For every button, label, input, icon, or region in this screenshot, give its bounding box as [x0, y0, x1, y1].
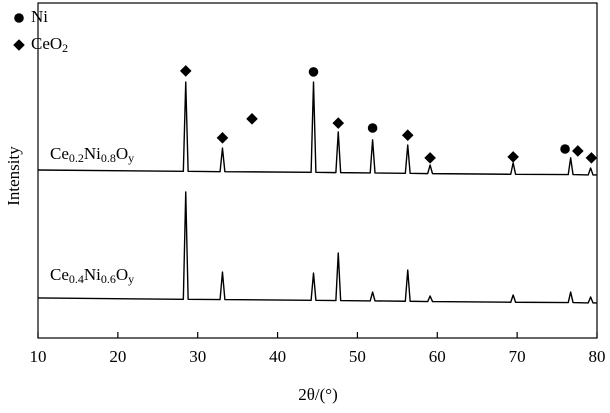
legend-symbol	[13, 39, 25, 51]
series-label-part: 0.4	[69, 272, 84, 286]
series-label-part: O	[116, 144, 128, 163]
phase-marker	[216, 132, 229, 144]
series-label-part: 0.2	[69, 151, 84, 165]
xrd-pattern	[37, 191, 597, 304]
series-label-part: O	[116, 265, 128, 284]
series-label-part: Ni	[84, 265, 101, 284]
legend-symbol	[14, 13, 24, 23]
phase-marker	[572, 145, 584, 157]
legend-label-part: CeO	[31, 34, 62, 53]
phase-marker	[246, 113, 258, 125]
series-label: Ce0.2Ni0.8Oy	[50, 144, 134, 165]
phase-marker	[560, 144, 570, 154]
x-tick-label: 40	[269, 347, 286, 366]
y-axis-label: Intensity	[4, 146, 23, 206]
x-tick-label: 60	[429, 347, 446, 366]
phase-marker	[401, 129, 414, 142]
x-tick-label: 50	[349, 347, 366, 366]
series-label-part: Ce	[50, 144, 69, 163]
phase-marker	[424, 152, 436, 164]
legend-label: Ni	[31, 7, 48, 26]
phase-marker	[332, 117, 345, 129]
x-tick-label: 30	[189, 347, 206, 366]
legend-label-part: 2	[62, 41, 68, 55]
phase-marker	[367, 123, 378, 133]
x-tick-label: 10	[30, 347, 47, 366]
xrd-pattern	[37, 81, 597, 176]
series-label: Ce0.4Ni0.6Oy	[50, 265, 134, 286]
series-label-part: 0.8	[101, 151, 116, 165]
series-label-part: y	[128, 272, 134, 286]
legend-label-part: Ni	[31, 7, 48, 26]
series-label-part: Ce	[50, 265, 69, 284]
x-tick-label: 70	[509, 347, 526, 366]
phase-marker	[585, 152, 598, 164]
x-tick-label: 80	[589, 347, 606, 366]
series-label-part: 0.6	[101, 272, 116, 286]
x-tick-label: 20	[109, 347, 126, 366]
phase-marker	[308, 67, 319, 77]
legend-label: CeO2	[31, 34, 68, 55]
x-axis-label: 2θ/(°)	[298, 385, 338, 404]
series-label-part: y	[128, 151, 134, 165]
phase-marker	[179, 65, 192, 77]
series-label-part: Ni	[84, 144, 101, 163]
phase-marker	[507, 151, 519, 163]
